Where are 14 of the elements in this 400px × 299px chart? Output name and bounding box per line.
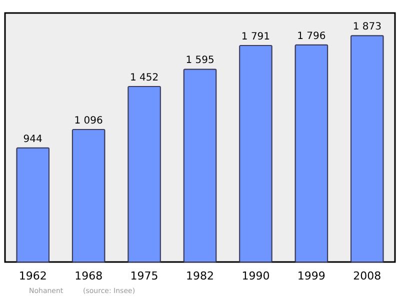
x-tick-label: 2008: [353, 270, 382, 282]
data-label: 1 595: [186, 55, 214, 66]
x-tick-label: 1982: [186, 270, 214, 282]
x-tick-label: 1990: [242, 270, 270, 282]
x-tick-label: 1968: [74, 270, 103, 282]
data-label: 1 096: [74, 116, 103, 127]
x-tick-label: 1975: [130, 270, 158, 282]
data-label: 944: [23, 134, 42, 145]
data-label: 1 873: [352, 22, 382, 33]
data-label: 1 452: [130, 72, 159, 84]
data-label: 1 791: [241, 32, 270, 43]
x-tick-label: 1999: [297, 270, 326, 282]
x-tick-label: 1962: [18, 270, 47, 282]
data-label: 1 796: [297, 30, 326, 42]
